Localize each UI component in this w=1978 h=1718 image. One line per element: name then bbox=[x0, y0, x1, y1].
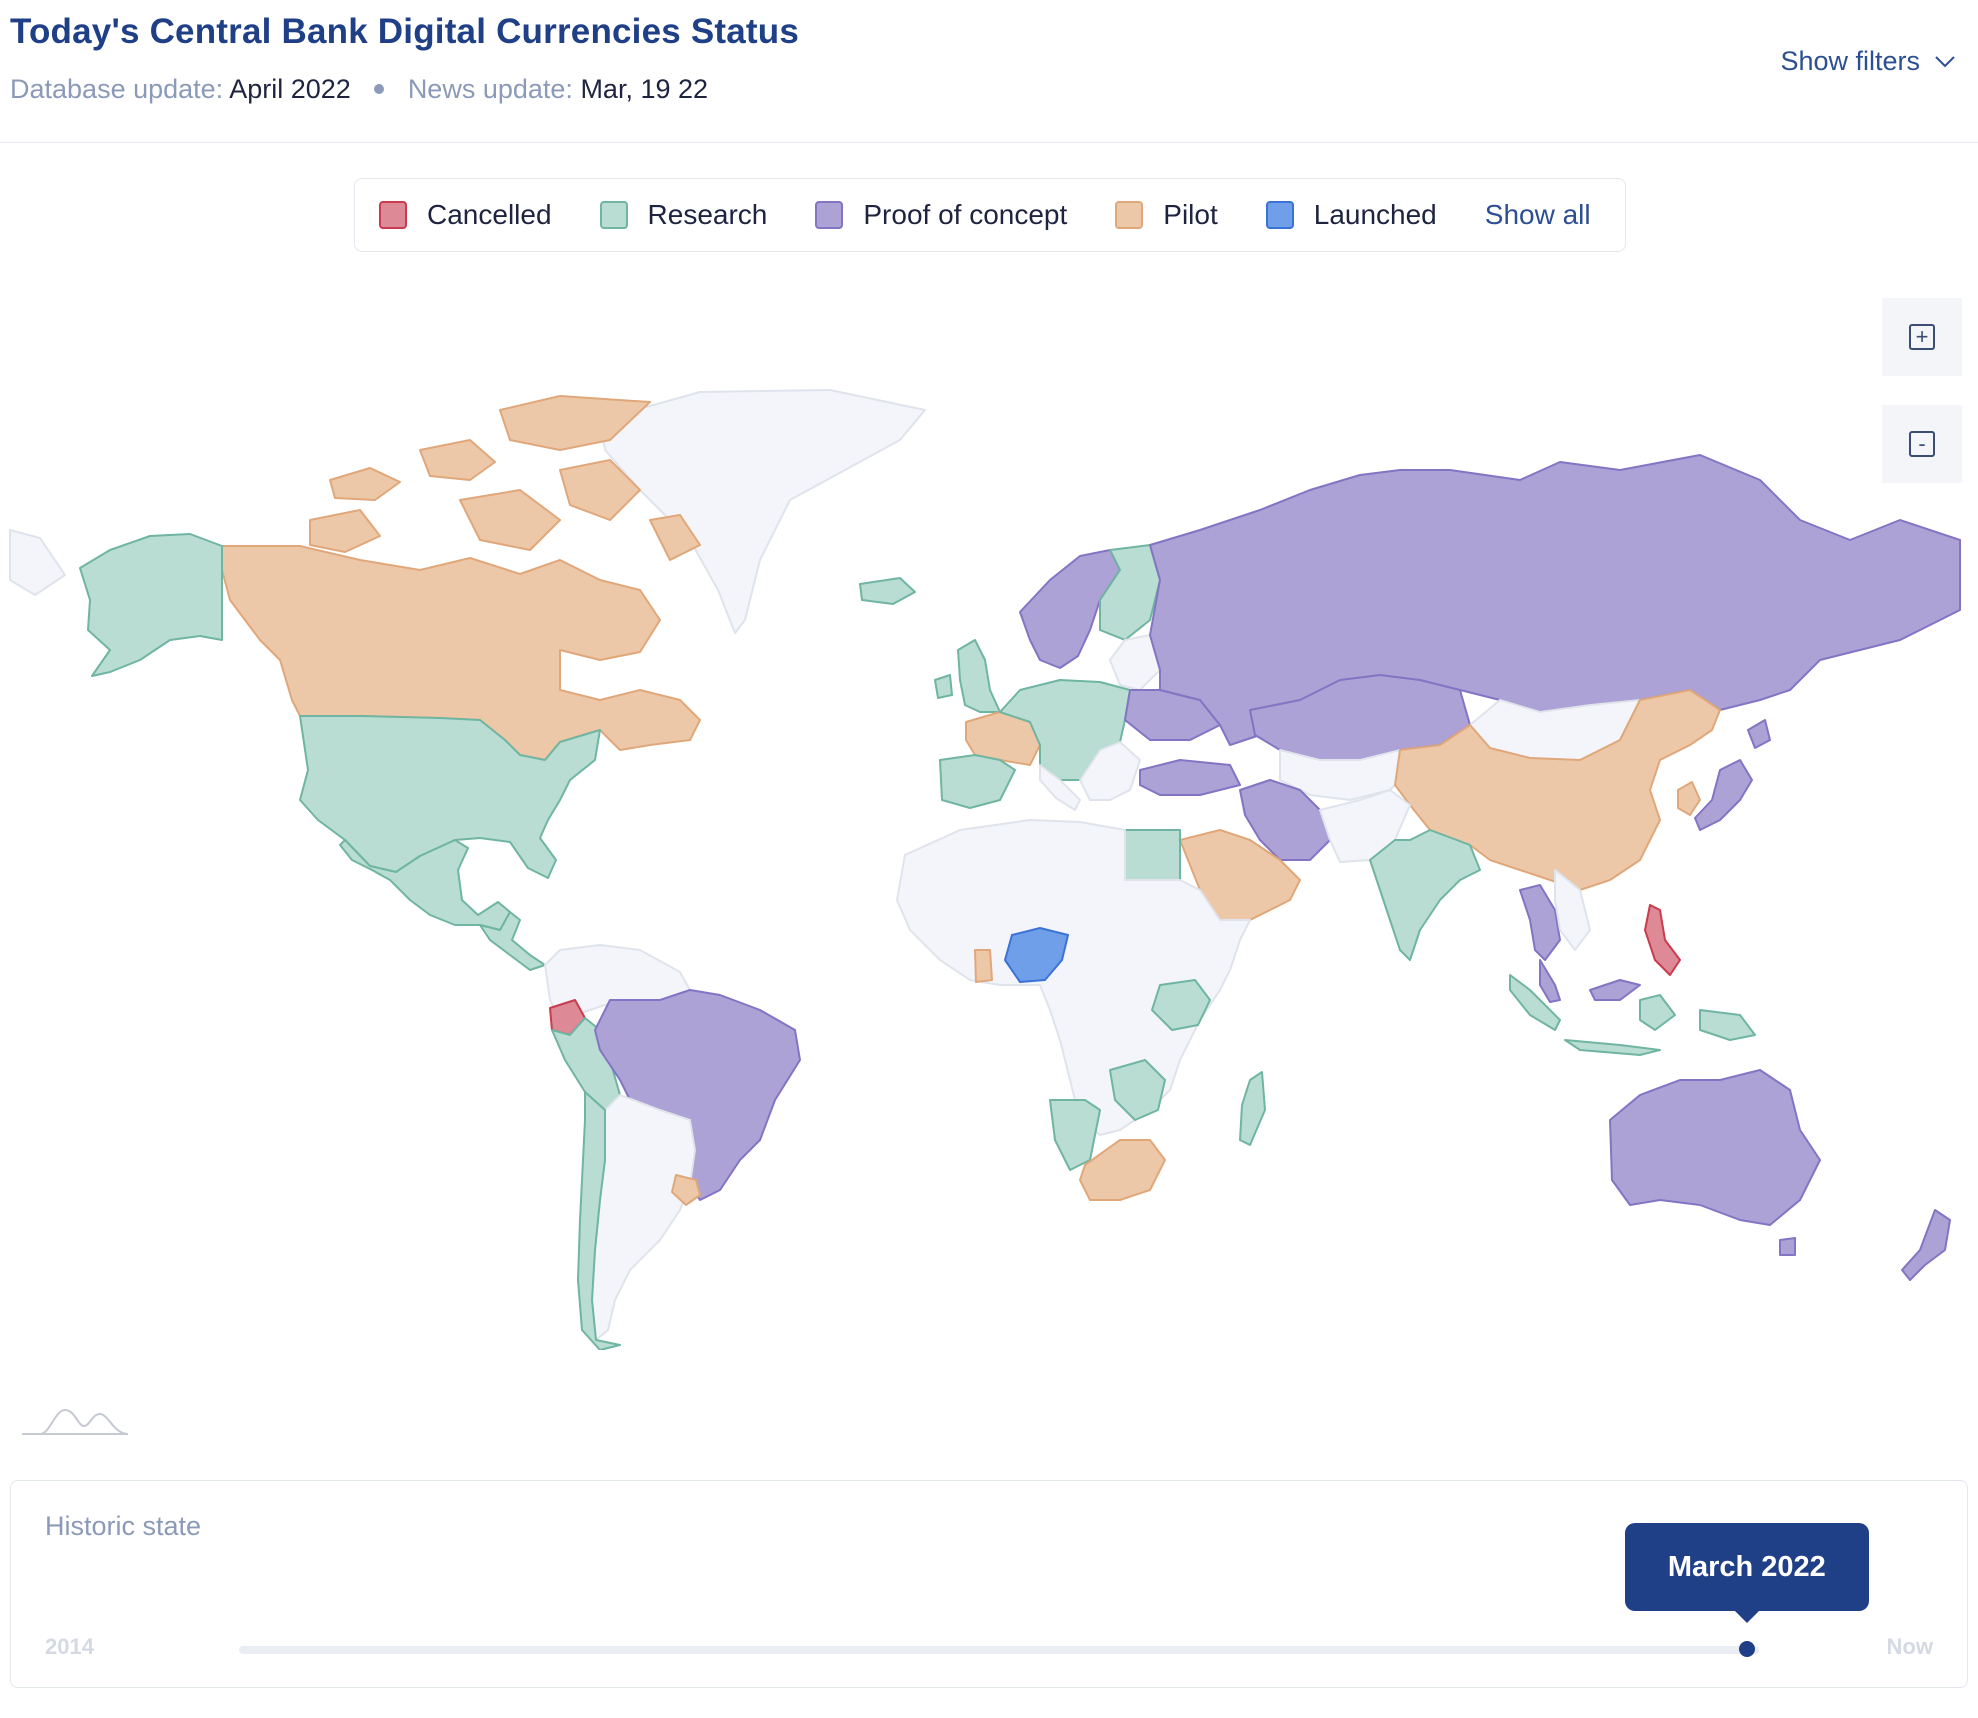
chevron-down-icon bbox=[1935, 55, 1955, 67]
news-update-value: Mar, 19 22 bbox=[580, 74, 709, 104]
news-update-label: News update: bbox=[407, 74, 573, 104]
Japan[interactable] bbox=[1694, 719, 1771, 831]
plus-icon: + bbox=[1909, 324, 1935, 350]
sparkline-icon bbox=[22, 1408, 129, 1435]
legend-label: Cancelled bbox=[427, 199, 552, 230]
slider-end-label: Now bbox=[1886, 1634, 1933, 1659]
legend-item-launched[interactable]: Launched bbox=[1265, 199, 1437, 231]
legend-item-proof-of-concept[interactable]: Proof of concept bbox=[815, 199, 1067, 231]
Namibia[interactable] bbox=[1049, 1099, 1101, 1171]
Uruguay[interactable] bbox=[671, 1174, 701, 1206]
legend-label: Proof of concept bbox=[863, 199, 1068, 230]
show-all-button[interactable]: Show all bbox=[1484, 199, 1591, 230]
world-map[interactable] bbox=[0, 380, 1978, 1350]
Balkans[interactable] bbox=[1079, 741, 1141, 801]
show-filters-label: Show filters bbox=[1780, 46, 1920, 76]
database-update-value: April 2022 bbox=[229, 74, 351, 104]
Alaska[interactable] bbox=[79, 533, 223, 677]
historic-state-title: Historic state bbox=[45, 1511, 202, 1541]
legend-label: Launched bbox=[1313, 199, 1437, 230]
Central America[interactable] bbox=[479, 911, 546, 971]
Philippines[interactable] bbox=[1644, 904, 1681, 976]
legend-swatch bbox=[1265, 201, 1294, 229]
United Kingdom[interactable] bbox=[934, 639, 1001, 713]
Indonesia[interactable] bbox=[1509, 974, 1756, 1056]
Italy[interactable] bbox=[1039, 764, 1081, 811]
database-update-label: Database update: bbox=[10, 74, 224, 104]
header: Today's Central Bank Digital Currencies … bbox=[0, 0, 1978, 143]
zoom-out-button[interactable]: - bbox=[1882, 405, 1962, 483]
China[interactable] bbox=[1394, 689, 1721, 891]
separator-dot bbox=[374, 84, 385, 94]
slider-start-label: 2014 bbox=[45, 1634, 94, 1659]
Nigeria[interactable] bbox=[1004, 927, 1069, 983]
legend-label: Research bbox=[647, 199, 768, 230]
legend-item-pilot[interactable]: Pilot bbox=[1115, 199, 1218, 231]
Zambia / Zimbabwe[interactable] bbox=[1109, 1059, 1166, 1121]
zoom-in-button[interactable]: + bbox=[1882, 298, 1962, 376]
Korea[interactable] bbox=[1677, 781, 1701, 816]
legend-swatch bbox=[379, 201, 407, 229]
Russia[interactable] bbox=[1149, 454, 1961, 746]
Scandinavia[interactable] bbox=[1019, 549, 1121, 669]
historic-state-panel: Historic state March 2022 2014 Now bbox=[10, 1480, 1968, 1688]
Spain / Portugal[interactable] bbox=[939, 754, 1016, 809]
show-filters-button[interactable]: Show filters bbox=[1780, 46, 1956, 77]
page-title: Today's Central Bank Digital Currencies … bbox=[10, 12, 800, 51]
legend-swatch bbox=[1115, 201, 1144, 229]
update-info: Database update: April 2022 News update:… bbox=[10, 74, 708, 105]
Ghana[interactable] bbox=[974, 949, 993, 983]
minus-icon: - bbox=[1909, 431, 1935, 457]
Malaysia[interactable] bbox=[1539, 959, 1641, 1003]
India[interactable] bbox=[1369, 829, 1481, 961]
Greenland[interactable] bbox=[599, 389, 926, 634]
Madagascar[interactable] bbox=[1239, 1071, 1266, 1146]
New Zealand[interactable] bbox=[1901, 1209, 1951, 1281]
Iran[interactable] bbox=[1239, 779, 1331, 861]
Argentina[interactable] bbox=[591, 1094, 696, 1341]
Vietnam[interactable] bbox=[1554, 869, 1591, 951]
Thailand[interactable] bbox=[1519, 884, 1561, 961]
Chile[interactable] bbox=[577, 1091, 621, 1350]
legend-swatch bbox=[815, 201, 844, 229]
Brazil[interactable] bbox=[594, 989, 801, 1201]
Australia[interactable] bbox=[1609, 1069, 1821, 1256]
legend-item-cancelled[interactable]: Cancelled bbox=[379, 199, 552, 231]
Africa (other)[interactable] bbox=[896, 819, 1251, 1136]
Canada[interactable] bbox=[221, 545, 701, 761]
Turkey[interactable] bbox=[1139, 759, 1241, 796]
date-tooltip: March 2022 bbox=[1624, 1523, 1869, 1623]
Egypt[interactable] bbox=[1124, 829, 1181, 881]
Canadian Arctic Islands[interactable] bbox=[309, 395, 701, 561]
Kenya[interactable] bbox=[1151, 979, 1211, 1031]
legend-item-research[interactable]: Research bbox=[599, 199, 768, 231]
status-legend: Cancelled Research Proof of concept Pilo… bbox=[354, 178, 1626, 252]
legend-swatch bbox=[599, 201, 628, 229]
slider-track[interactable] bbox=[239, 1646, 1759, 1654]
slider-handle[interactable] bbox=[1738, 1641, 1755, 1657]
legend-label: Pilot bbox=[1163, 199, 1218, 230]
Aleutians[interactable] bbox=[9, 529, 66, 596]
Iceland[interactable] bbox=[859, 577, 916, 605]
South Africa[interactable] bbox=[1079, 1139, 1166, 1201]
